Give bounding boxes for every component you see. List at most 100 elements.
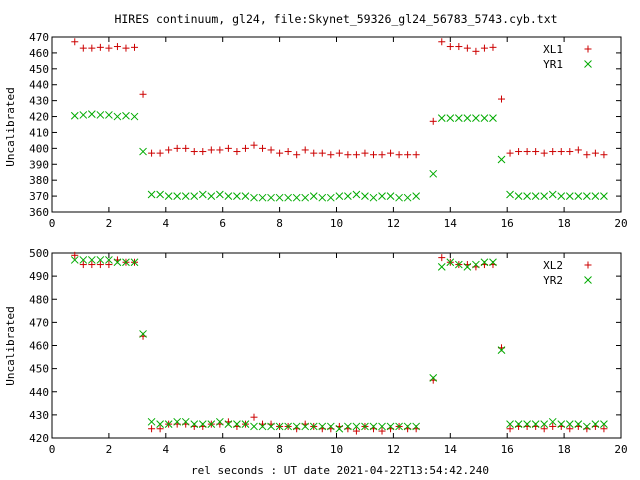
y-tick-label: 410 bbox=[29, 126, 49, 139]
x-tick-label: 16 bbox=[501, 217, 514, 230]
x-tick-label: 12 bbox=[387, 217, 400, 230]
data-point bbox=[523, 192, 531, 200]
data-point bbox=[378, 422, 386, 431]
data-point bbox=[437, 263, 446, 271]
x-tick-label: 8 bbox=[276, 217, 283, 230]
data-point bbox=[96, 43, 104, 51]
data-point bbox=[446, 114, 455, 122]
data-point bbox=[164, 192, 173, 200]
data-point bbox=[540, 149, 548, 157]
x-tick-label: 0 bbox=[49, 443, 56, 456]
data-point bbox=[548, 190, 557, 199]
data-point bbox=[173, 144, 181, 152]
data-point bbox=[548, 417, 557, 426]
data-point bbox=[309, 422, 318, 431]
data-point bbox=[88, 261, 96, 269]
data-point bbox=[105, 44, 113, 52]
y-tick-label: 400 bbox=[29, 142, 49, 155]
data-point bbox=[557, 420, 566, 428]
data-point bbox=[600, 420, 608, 428]
data-point bbox=[207, 146, 215, 154]
data-point bbox=[549, 148, 557, 156]
data-point bbox=[454, 260, 463, 269]
data-point bbox=[549, 422, 557, 430]
data-point bbox=[600, 192, 608, 200]
data-point bbox=[148, 425, 156, 433]
data-point bbox=[105, 111, 113, 119]
data-point bbox=[130, 258, 139, 267]
data-point bbox=[506, 425, 514, 433]
data-point bbox=[318, 149, 326, 157]
data-point bbox=[233, 192, 241, 200]
data-point bbox=[480, 258, 489, 267]
data-point bbox=[335, 424, 344, 433]
data-point bbox=[326, 422, 335, 431]
data-point bbox=[369, 151, 377, 159]
data-point bbox=[233, 148, 241, 156]
data-point bbox=[88, 44, 96, 52]
data-point bbox=[387, 149, 395, 157]
data-point bbox=[352, 427, 360, 435]
data-point bbox=[514, 420, 523, 428]
data-point bbox=[276, 149, 284, 157]
data-point bbox=[438, 38, 446, 46]
data-point bbox=[514, 192, 523, 200]
data-point bbox=[412, 422, 421, 431]
data-point bbox=[250, 193, 258, 202]
data-point bbox=[216, 417, 224, 426]
data-point bbox=[429, 169, 438, 178]
series-yr2 bbox=[70, 256, 608, 433]
x-tick-label: 18 bbox=[557, 217, 570, 230]
data-point bbox=[403, 422, 412, 431]
data-point bbox=[79, 256, 88, 264]
data-point bbox=[395, 422, 403, 431]
data-point bbox=[147, 190, 156, 199]
data-point bbox=[284, 193, 292, 202]
data-point bbox=[79, 111, 88, 119]
data-point bbox=[386, 192, 395, 200]
data-point bbox=[139, 330, 147, 338]
data-point bbox=[122, 258, 130, 267]
data-point bbox=[139, 90, 147, 98]
y-axis-label-bottom: Uncalibrated bbox=[4, 306, 17, 385]
y-tick-label: 460 bbox=[29, 340, 49, 353]
data-point bbox=[378, 151, 386, 159]
data-point bbox=[310, 149, 318, 157]
data-point bbox=[327, 151, 335, 159]
data-point bbox=[70, 111, 79, 120]
data-point bbox=[292, 422, 301, 431]
data-point bbox=[156, 190, 164, 199]
x-tick-label: 18 bbox=[557, 443, 570, 456]
data-point bbox=[361, 192, 369, 200]
data-point bbox=[326, 193, 335, 202]
data-point bbox=[190, 192, 199, 200]
data-point bbox=[583, 151, 591, 159]
data-point bbox=[284, 148, 292, 156]
data-point bbox=[318, 422, 327, 431]
data-point bbox=[472, 260, 480, 269]
data-point bbox=[523, 148, 531, 156]
data-point bbox=[275, 193, 284, 202]
legend-marker bbox=[584, 276, 592, 284]
y-tick-label: 460 bbox=[29, 47, 49, 60]
data-point bbox=[216, 190, 224, 199]
data-point bbox=[497, 346, 506, 354]
chart-panel-bottom: 0 2 4 6 8 10 12 14 16 18 20 420 430 440 450 460 470 480 49… bbox=[29, 247, 628, 456]
data-point bbox=[70, 256, 79, 264]
data-point bbox=[344, 192, 352, 200]
data-point bbox=[498, 95, 506, 103]
data-point bbox=[574, 146, 582, 154]
data-point bbox=[275, 422, 284, 431]
chart-panel-top: 0 2 4 6 8 10 12 14 16 18 20 360 370 380 390 400 410 420 43… bbox=[29, 31, 628, 230]
data-point bbox=[122, 111, 130, 120]
y-tick-label: 470 bbox=[29, 316, 49, 329]
x-tick-label: 2 bbox=[106, 443, 113, 456]
data-point bbox=[361, 149, 369, 157]
data-point bbox=[301, 422, 310, 431]
data-point bbox=[361, 422, 369, 431]
data-point bbox=[472, 114, 480, 122]
data-point bbox=[480, 114, 489, 122]
data-point bbox=[540, 192, 549, 200]
data-point bbox=[506, 190, 514, 199]
data-point bbox=[113, 112, 122, 121]
